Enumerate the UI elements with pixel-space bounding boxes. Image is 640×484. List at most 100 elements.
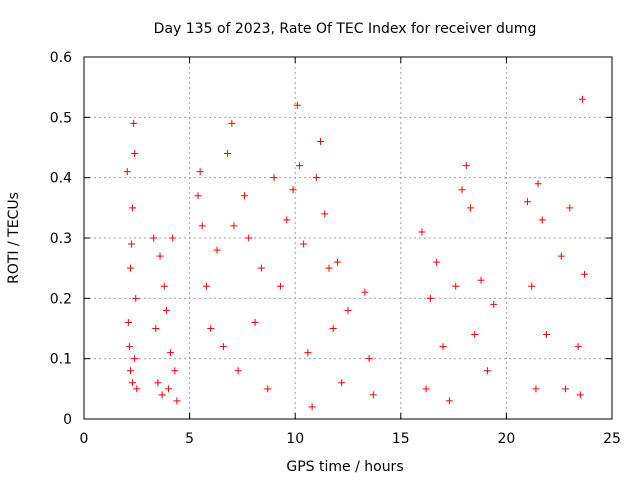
data-point [289, 186, 297, 194]
data-point [483, 367, 491, 375]
data-point [169, 234, 177, 242]
data-point [234, 367, 242, 375]
data-point [576, 391, 584, 399]
x-tick-label: 10 [286, 431, 304, 447]
data-point [445, 397, 453, 405]
data-point [251, 318, 259, 326]
data-point [581, 270, 589, 278]
data-point [308, 403, 316, 411]
y-tick-label: 0.1 [50, 352, 72, 368]
axis-ticks: 0 5 10 15 20 25 0 0.1 0.2 0.3 0.4 0.5 0.6 [50, 50, 621, 447]
y-tick-label: 0.6 [50, 50, 72, 66]
x-tick-label: 25 [603, 431, 621, 447]
data-point [557, 252, 565, 260]
x-tick-label: 20 [497, 431, 515, 447]
data-point [124, 318, 132, 326]
data-point [173, 397, 181, 405]
data-point [160, 282, 168, 290]
data-point [462, 162, 470, 170]
data-point [418, 228, 426, 236]
data-point [534, 180, 542, 188]
chart-title: Day 135 of 2023, Rate Of TEC Index for r… [154, 21, 537, 37]
data-point [439, 343, 447, 351]
data-point [129, 204, 137, 212]
data-point [543, 331, 551, 339]
data-point [333, 258, 341, 266]
y-tick-label: 0.2 [50, 291, 72, 307]
data-point [257, 264, 265, 272]
data-point [524, 198, 532, 206]
y-tick-label: 0.3 [50, 231, 72, 247]
data-point [338, 379, 346, 387]
data-point [219, 343, 227, 351]
plot-frame [83, 56, 613, 420]
data-point [562, 385, 570, 393]
data-point [312, 174, 320, 182]
data-point [150, 234, 158, 242]
data-point [276, 282, 284, 290]
data-point [152, 325, 160, 332]
data-point [213, 246, 221, 254]
x-axis-label: GPS time / hours [286, 459, 403, 475]
data-point [365, 355, 373, 363]
data-point [538, 216, 546, 224]
x-tick-label: 15 [392, 431, 410, 447]
data-point [245, 234, 253, 242]
data-point [162, 306, 170, 314]
data-point [131, 355, 139, 363]
data-point [171, 367, 179, 375]
y-axis-label: ROTI / TECUs [6, 192, 22, 284]
data-point [325, 264, 333, 272]
data-point [123, 168, 131, 176]
data-point [126, 264, 134, 272]
data-point [304, 349, 312, 357]
data-point [466, 204, 474, 212]
data-point [158, 391, 166, 399]
data-point [426, 294, 434, 302]
data-point [566, 204, 574, 212]
data-point [202, 282, 210, 290]
data-point [129, 379, 137, 387]
data-point [228, 119, 236, 127]
data-point [361, 288, 369, 296]
data-point [283, 216, 291, 224]
data-point [154, 379, 162, 387]
data-point [300, 240, 308, 248]
data-point [422, 385, 430, 393]
data-point [133, 385, 141, 393]
data-point [295, 162, 303, 170]
data-point [270, 174, 278, 182]
data-point [207, 325, 215, 332]
y-tick-label: 0 [63, 412, 72, 428]
data-point [126, 367, 134, 375]
data-point [317, 137, 325, 145]
y-tick-label: 0.5 [50, 110, 72, 126]
data-point [433, 258, 441, 266]
x-tick-label: 5 [185, 431, 194, 447]
data-point [528, 282, 536, 290]
data-point [458, 186, 466, 194]
data-point [230, 222, 238, 230]
data-points [123, 95, 589, 411]
data-point [321, 210, 329, 218]
data-point [369, 391, 377, 399]
data-point [574, 343, 582, 351]
data-point [167, 349, 175, 357]
data-point [164, 385, 172, 393]
data-point [130, 119, 138, 127]
grid [84, 57, 612, 419]
data-point [128, 240, 136, 248]
data-point [125, 343, 133, 351]
data-point [194, 192, 202, 200]
data-point [264, 385, 272, 393]
data-point [532, 385, 540, 393]
data-point [132, 294, 140, 302]
data-point [293, 101, 301, 109]
data-point [452, 282, 460, 290]
data-point [196, 168, 204, 176]
data-point [224, 150, 232, 158]
data-point [329, 325, 337, 332]
data-point [198, 222, 206, 230]
